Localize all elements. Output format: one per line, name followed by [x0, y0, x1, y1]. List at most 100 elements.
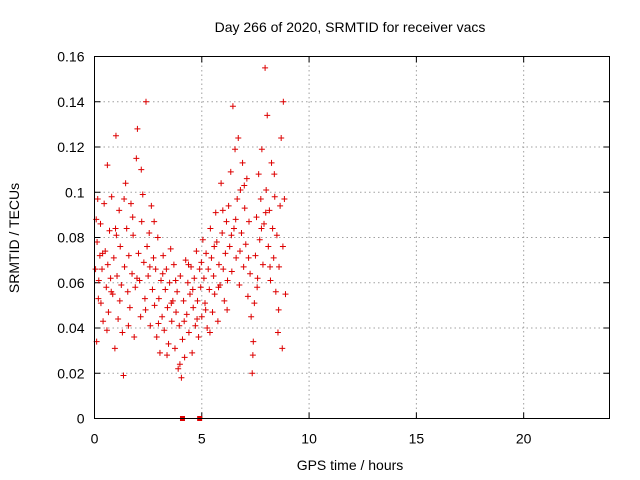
data-point: [137, 313, 144, 320]
data-point: [95, 295, 102, 302]
data-point: [271, 193, 278, 200]
data-point: [116, 297, 123, 304]
data-point: [185, 261, 192, 268]
data-point: [205, 266, 212, 273]
data-point: [126, 304, 133, 311]
data-point: [113, 232, 120, 239]
data-point: [202, 300, 209, 307]
data-point: [158, 277, 165, 284]
data-point: [108, 193, 115, 200]
data-point: [162, 286, 169, 293]
data-point: [121, 263, 128, 270]
data-point: [254, 284, 261, 291]
data-point: [148, 202, 155, 209]
data-point: [97, 300, 104, 307]
data-point: [264, 112, 271, 119]
y-tick-label: 0.1: [65, 184, 85, 200]
data-point: [171, 345, 178, 352]
data-point: [213, 239, 220, 246]
data-point: [100, 318, 107, 325]
data-point: [131, 334, 138, 341]
data-point: [155, 320, 162, 327]
data-point: [220, 266, 227, 273]
data-point: [153, 334, 160, 341]
data-point: [154, 234, 161, 241]
y-tick-label: 0.06: [57, 275, 84, 291]
data-point: [133, 155, 140, 162]
data-point: [164, 304, 171, 311]
data-point: [271, 171, 278, 178]
data-point: [127, 200, 134, 207]
data-point: [133, 275, 140, 282]
data-point: [203, 250, 210, 257]
data-point: [198, 313, 205, 320]
data-point: [134, 125, 141, 132]
data-point: [267, 277, 274, 284]
data-point: [143, 98, 149, 105]
data-point: [229, 103, 236, 110]
data-point: [282, 291, 289, 298]
data-point: [170, 261, 177, 268]
data-point: [269, 225, 276, 232]
data-point: [117, 243, 124, 250]
data-point: [195, 334, 202, 341]
data-point: [95, 277, 102, 284]
data-point: [186, 291, 193, 298]
data-point: [164, 352, 171, 359]
data-point: [151, 302, 158, 309]
data-point: [219, 229, 226, 236]
data-point: [242, 241, 249, 248]
data-point: [177, 272, 184, 279]
data-point: [276, 263, 283, 270]
data-point: [200, 275, 207, 282]
x-tick-label: 15: [409, 431, 425, 447]
data-point: [141, 295, 148, 302]
data-point: [210, 272, 217, 279]
data-point: [182, 257, 189, 264]
data-point: [124, 288, 131, 295]
data-point: [248, 313, 255, 320]
data-point: [228, 268, 235, 275]
data-point: [270, 254, 277, 261]
data-point: [244, 293, 251, 300]
data-point: [202, 306, 209, 313]
data-point: [132, 284, 139, 291]
data-point: [115, 315, 122, 322]
data-point: [234, 196, 241, 203]
data-point: [281, 196, 288, 203]
x-tick-label: 20: [516, 431, 532, 447]
data-point: [245, 254, 252, 261]
data-point: [227, 168, 234, 175]
data-point: [266, 207, 273, 214]
data-point: [104, 162, 111, 169]
data-point: [196, 266, 203, 273]
data-point: [94, 196, 101, 203]
data-point: [183, 311, 190, 318]
data-point: [155, 295, 162, 302]
x-tick-label: 5: [198, 431, 206, 447]
data-point: [199, 236, 206, 243]
data-point: [212, 209, 219, 216]
data-point: [224, 306, 231, 313]
data-point: [121, 196, 128, 203]
data-point: [208, 254, 215, 261]
y-tick-label: 0.14: [57, 94, 84, 110]
data-point: [232, 216, 239, 223]
data-point: [214, 318, 221, 325]
data-point: [261, 220, 268, 227]
data-point: [106, 227, 113, 234]
data-point: [268, 159, 275, 166]
data-point: [150, 254, 157, 261]
data-point: [114, 272, 121, 279]
data-point: [185, 329, 192, 336]
data-point: [168, 318, 175, 325]
data-point: [197, 284, 204, 291]
data-point: [232, 146, 239, 153]
data-point: [145, 272, 152, 279]
data-point: [223, 218, 230, 225]
data-point: [249, 352, 256, 359]
y-tick-label: 0.02: [57, 365, 84, 381]
data-point: [181, 318, 188, 325]
data-point: [238, 229, 245, 236]
